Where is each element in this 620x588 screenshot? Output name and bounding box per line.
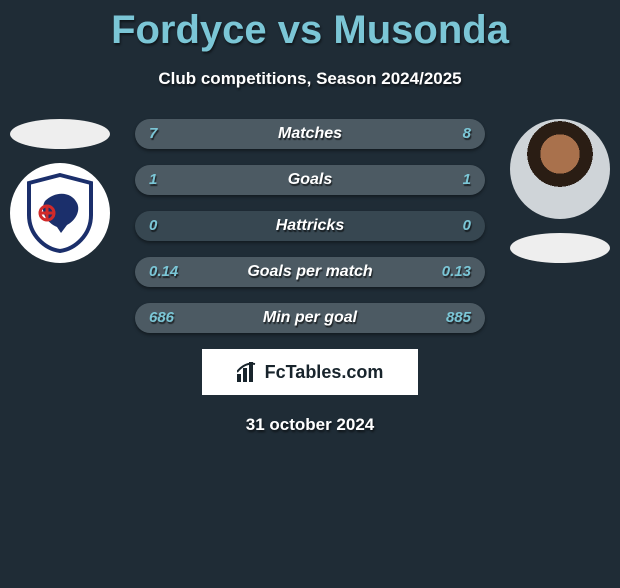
player-left-block [0,119,120,263]
player-right-block [500,119,620,263]
comparison-block: 7 Matches 8 1 Goals 1 0 Hattricks 0 0.14… [0,119,620,435]
player-left-nameplate [10,119,110,149]
stat-row: 0.14 Goals per match 0.13 [135,257,485,287]
stat-value-right: 0 [463,211,471,241]
stat-row: 0 Hattricks 0 [135,211,485,241]
stats-table: 7 Matches 8 1 Goals 1 0 Hattricks 0 0.14… [135,119,485,333]
stat-value-right: 8 [463,119,471,149]
site-logo-text: FcTables.com [265,362,384,383]
page-title: Fordyce vs Musonda [0,8,620,53]
snapshot-date: 31 october 2024 [0,415,620,435]
stat-row: 7 Matches 8 [135,119,485,149]
stat-label: Goals [135,165,485,195]
stat-label: Matches [135,119,485,149]
stat-label: Min per goal [135,303,485,333]
player-right-nameplate [510,233,610,263]
stat-row: 686 Min per goal 885 [135,303,485,333]
stat-label: Goals per match [135,257,485,287]
shield-icon [25,173,95,253]
bar-chart-icon [237,362,259,382]
stat-row: 1 Goals 1 [135,165,485,195]
page-subtitle: Club competitions, Season 2024/2025 [0,69,620,89]
stat-value-right: 0.13 [442,257,471,287]
stat-value-right: 885 [446,303,471,333]
stat-label: Hattricks [135,211,485,241]
stat-value-right: 1 [463,165,471,195]
site-logo[interactable]: FcTables.com [202,349,418,395]
player-photo-right [510,119,610,219]
club-crest-left [10,163,110,263]
